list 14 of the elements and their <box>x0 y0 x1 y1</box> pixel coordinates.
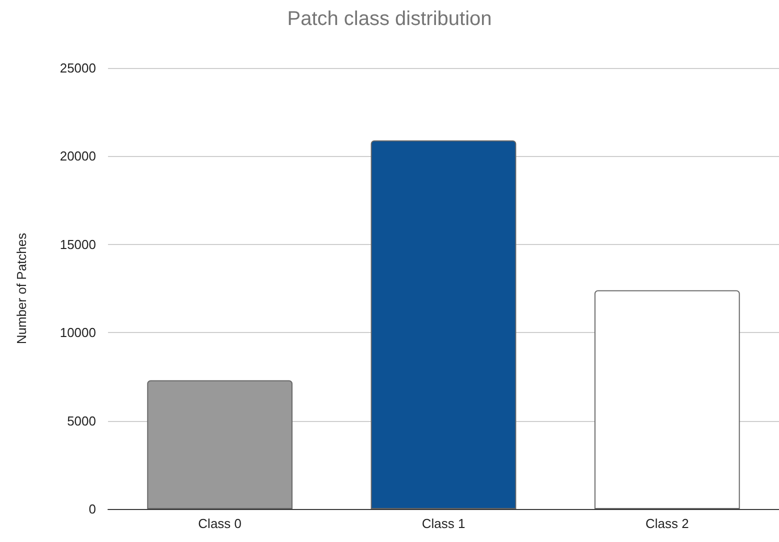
y-axis-title: Number of Patches <box>14 232 29 344</box>
y-tick-label: 15000 <box>60 236 96 252</box>
x-tick-label: Class 2 <box>645 516 689 531</box>
y-tick-label: 20000 <box>60 148 96 164</box>
y-tick-label: 10000 <box>60 325 96 340</box>
y-tick-label: 25000 <box>60 60 96 76</box>
y-tick-label: 5000 <box>67 413 96 428</box>
bar <box>370 140 516 509</box>
bar <box>594 290 740 509</box>
bar <box>147 380 293 509</box>
x-tick-label: Class 1 <box>422 516 466 531</box>
x-tick-label: Class 0 <box>198 516 242 531</box>
y-tick-label: 0 <box>88 502 96 516</box>
chart-title: Patch class distribution <box>287 8 492 30</box>
